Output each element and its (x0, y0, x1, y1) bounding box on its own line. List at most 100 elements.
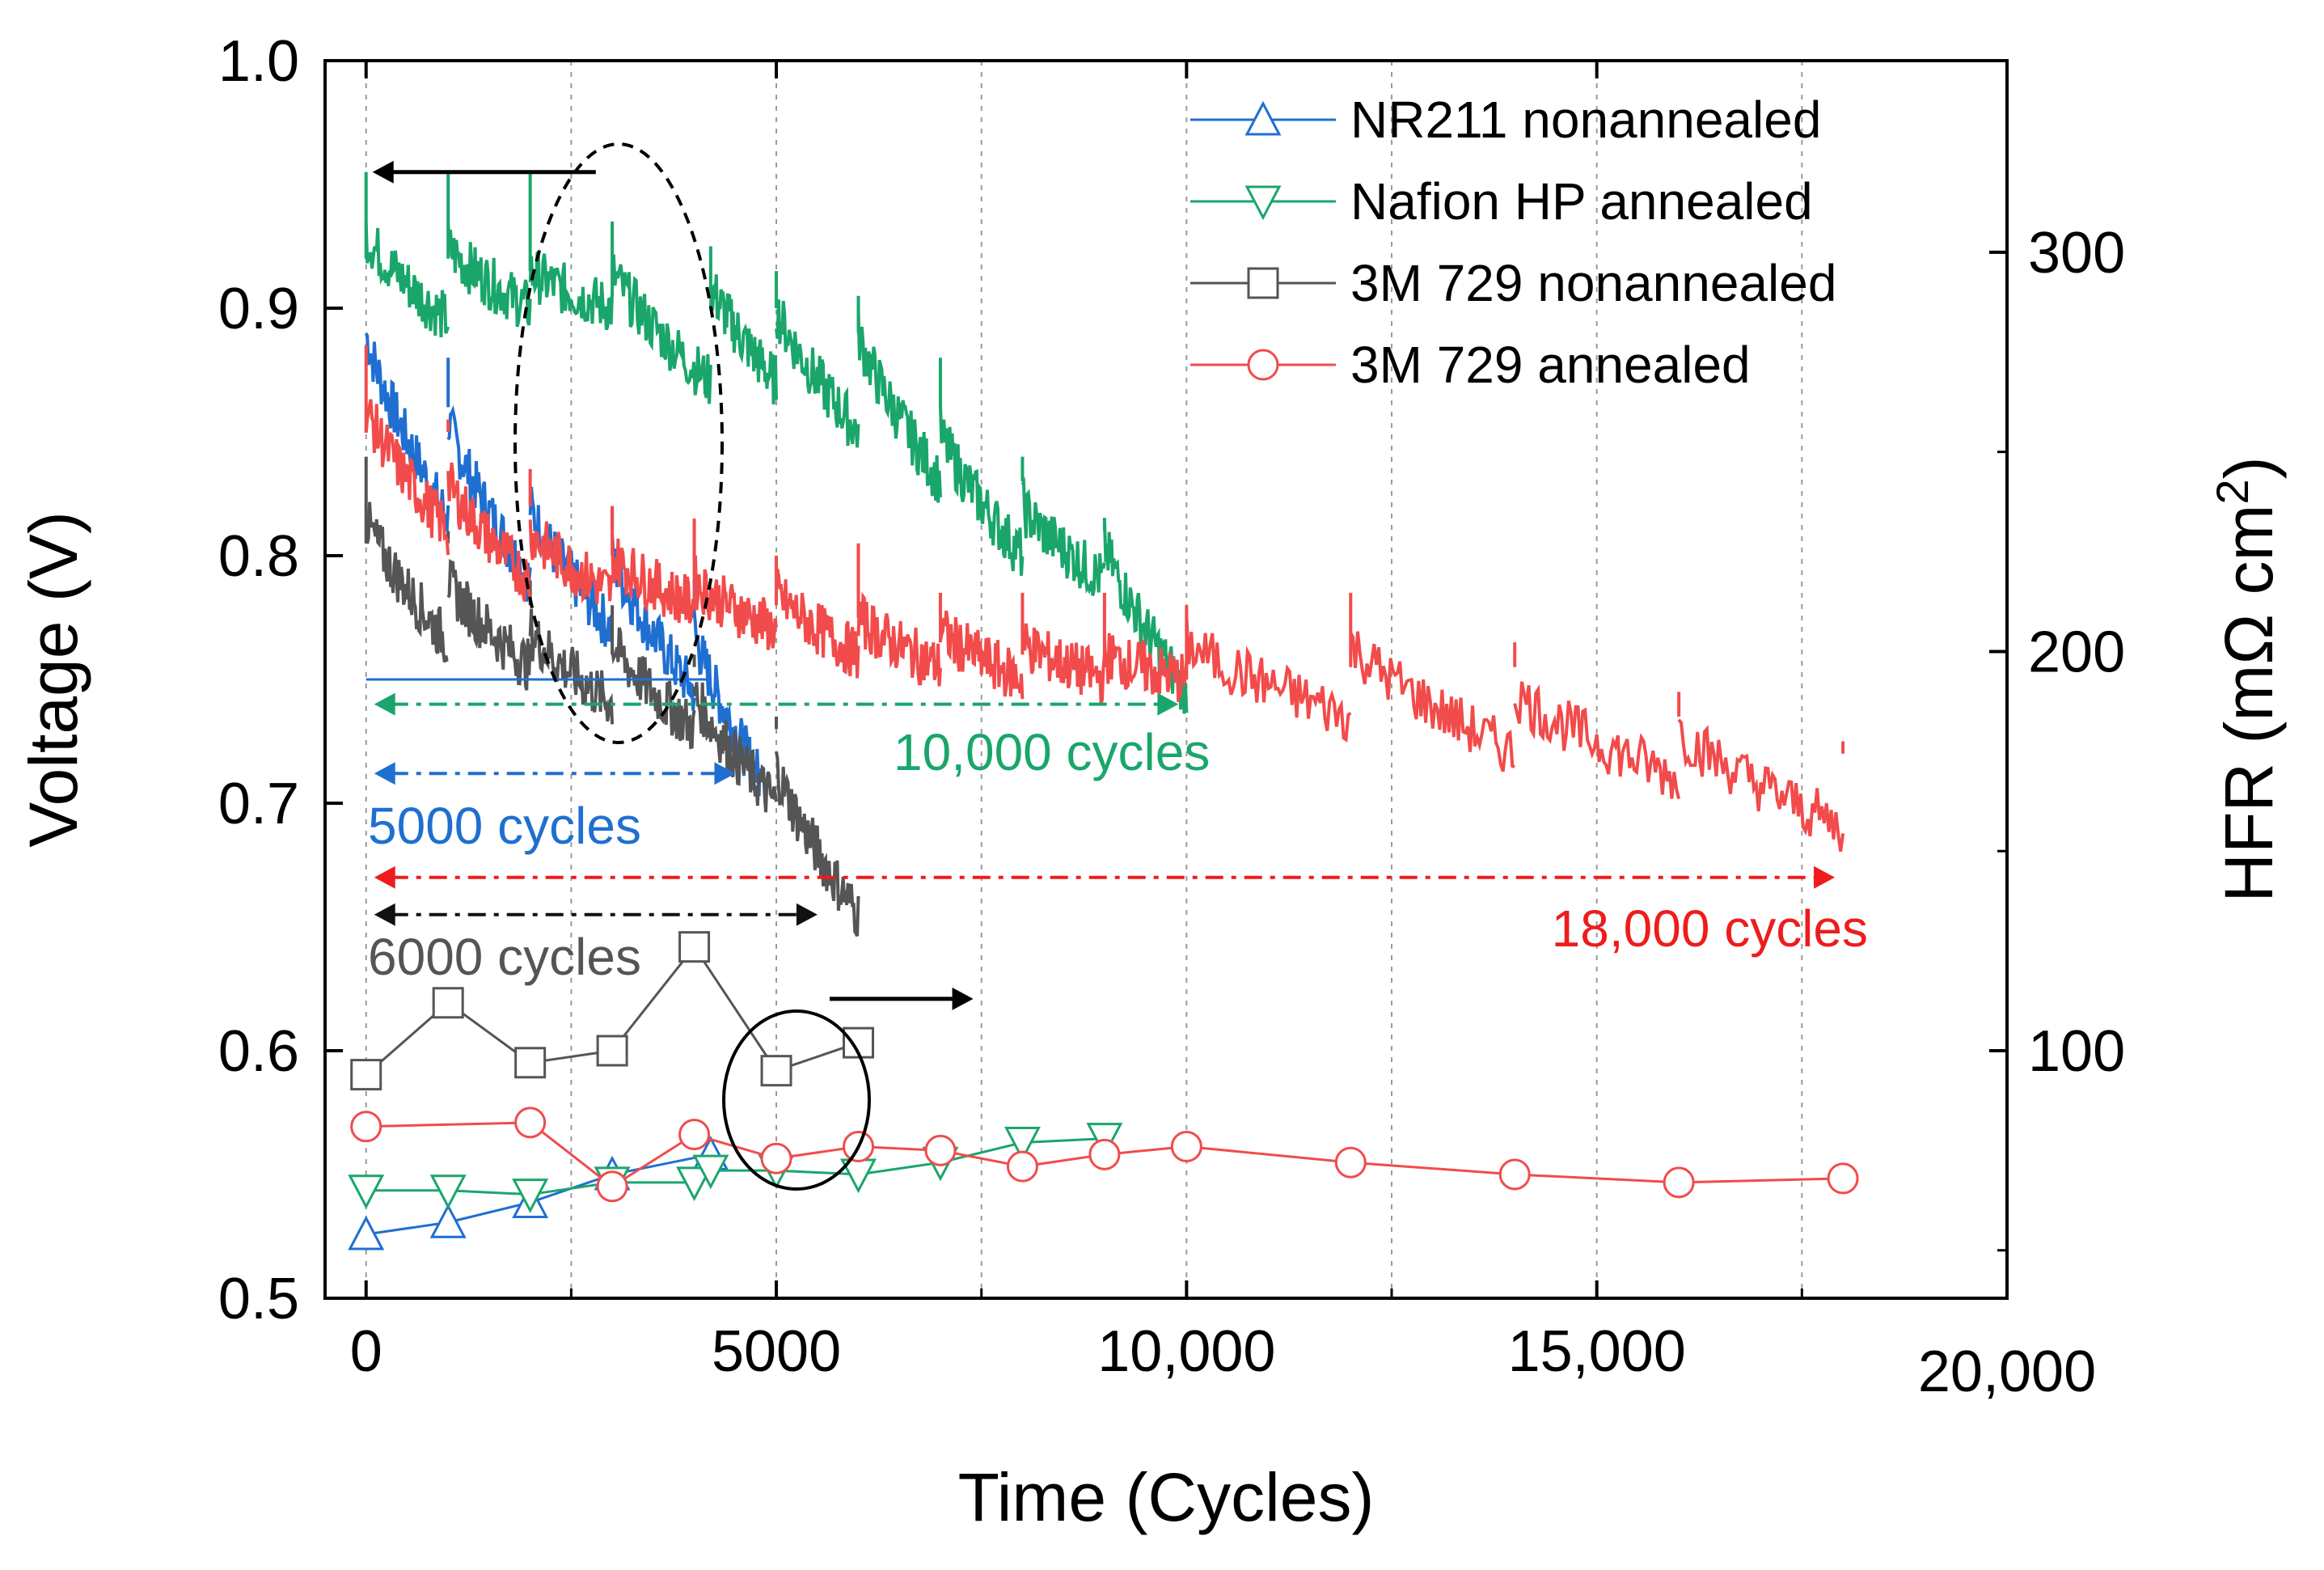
voltage-segment (775, 299, 860, 448)
voltage-segment (856, 308, 942, 503)
legend-item-nafion-hp-annealed: Nafion HP annealed (1190, 172, 1813, 231)
hfr-point (692, 1154, 729, 1190)
legend-item-3m-729-annealed: 3M 729 annealed (1190, 336, 1751, 394)
y-tick-label: 0.8 (218, 524, 299, 589)
voltage-segment (446, 224, 532, 328)
vertical-gridlines (365, 61, 1803, 1298)
hfr-series-3m-729-nonannealed (350, 931, 875, 1091)
y2-tick-label: 100 (2028, 1019, 2125, 1084)
arrow-head (372, 160, 394, 184)
arrow-head (952, 987, 974, 1010)
voltage-segment (446, 462, 532, 602)
hfr-point (678, 1119, 711, 1151)
hfr-point (924, 1134, 957, 1166)
hfr-point (512, 1179, 549, 1213)
hfr-point (1663, 1166, 1695, 1199)
x-axis-title: Time (Cycles) (958, 1459, 1375, 1535)
hfr-point (1498, 1158, 1531, 1191)
hfr-point (429, 1204, 467, 1238)
hfr-point (1088, 1138, 1121, 1170)
hfr-point (348, 1174, 385, 1209)
hfr-point (1334, 1146, 1367, 1179)
voltage-segment (939, 405, 1025, 576)
x-tick-label: 5000 (712, 1319, 841, 1384)
voltage-segment (692, 682, 778, 813)
hfr-line (366, 1121, 1844, 1188)
hfr-point (348, 1215, 385, 1250)
legend-item-nr211-nonannealed: NR211 nonannealed (1190, 91, 1821, 149)
x-tick-label: 20,000 (1918, 1339, 2096, 1404)
hfr-point (1004, 1127, 1041, 1162)
legend-label: 3M 729 nonannealed (1350, 254, 1836, 312)
hfr-point (1247, 349, 1279, 381)
voltage-segment (611, 627, 696, 750)
hfr-point (350, 1111, 382, 1143)
axes: 0 5000 10,000 15,000 20,000 0.5 0.6 0.7 0.8 0.9 1.… (218, 29, 2125, 1404)
hfr-point (678, 931, 711, 963)
voltage-segment (1102, 633, 1189, 702)
annotation-label-6000-cycles: 6000 cycles (368, 928, 641, 986)
hfr-series (348, 931, 1859, 1250)
voltage-trace-nafion-hp-annealed (364, 171, 1189, 714)
hfr-point (760, 1055, 792, 1087)
voltage-segment (1513, 681, 1681, 800)
y2-axis-title-end: ) (2211, 456, 2287, 479)
voltage-segment (692, 555, 778, 650)
hfr-point (596, 1170, 628, 1203)
voltage-segment (528, 249, 615, 331)
voltage-segment (856, 591, 942, 687)
voltage-segment (1349, 631, 1515, 772)
voltage-segment (364, 399, 450, 556)
annotation-label-5000-cycles: 5000 cycles (368, 797, 641, 855)
hfr-point (676, 1166, 713, 1202)
y-tick-label: 0.9 (218, 277, 299, 341)
voltage-segment (1677, 718, 1845, 852)
y2-axis-title-sup: 2 (2207, 479, 2258, 504)
hfr-point (514, 1047, 547, 1079)
annotations: 10,000 cycles 5000 cycles 6000 cycles 18,00… (368, 142, 1868, 1191)
hfr-point (1247, 267, 1279, 299)
legend-item-3m-729-nonannealed: 3M 729 nonannealed (1190, 254, 1836, 312)
annotation-18-000-cycles (374, 865, 1836, 889)
hfr-point (1244, 100, 1282, 136)
hfr-point (1827, 1162, 1859, 1195)
annotation-10-000-cycles (374, 692, 1179, 716)
hfr-point (1244, 185, 1282, 221)
x-tick-label: 10,000 (1097, 1319, 1275, 1384)
legend-label: Nafion HP annealed (1350, 172, 1813, 231)
legend-label: NR211 nonannealed (1350, 91, 1821, 149)
voltage-segment (775, 751, 860, 937)
voltage-segment (1185, 616, 1352, 743)
voltage-trace-3m-729-annealed (364, 345, 1845, 852)
arrow-head (374, 692, 395, 716)
hfr-group-ellipse (722, 1009, 871, 1191)
legend-label: 3M 729 annealed (1350, 336, 1751, 394)
hfr-point (429, 1174, 467, 1209)
y-axis-title: Voltage (V) (15, 511, 91, 848)
y2-axis-title-main: HFR (mΩ cm (2211, 505, 2287, 903)
hfr-series-3m-729-annealed (350, 1107, 1859, 1203)
plot-frame (323, 59, 2009, 1300)
voltage-group-ellipse (513, 142, 724, 744)
voltage-trace-3m-729-nonannealed (364, 456, 860, 937)
arrow-head (374, 903, 395, 926)
voltage-segment (611, 254, 712, 404)
voltage-segment (1021, 623, 1106, 705)
y-tick-label: 1.0 (218, 29, 299, 94)
voltage-segment (446, 558, 532, 691)
hfr-point (432, 987, 464, 1019)
hfr-point (1006, 1150, 1038, 1183)
hfr-series-nafion-hp-annealed (348, 1123, 1123, 1213)
annotation-label-10-000-cycles: 10,000 cycles (894, 723, 1210, 781)
x-tick-label: 0 (350, 1319, 382, 1384)
x-tick-label: 15,000 (1508, 1319, 1686, 1384)
voltage-segment (708, 274, 778, 405)
voltage-segment (364, 222, 450, 337)
voltage-segment (939, 610, 1025, 700)
annotation-6000-cycles (374, 903, 818, 926)
annotation-label-18-000-cycles: 18,000 cycles (1552, 899, 1868, 958)
voltage-segment (1020, 476, 1106, 596)
arrow-head (374, 762, 395, 785)
hfr-point (760, 1142, 792, 1174)
y-tick-label: 0.7 (218, 772, 299, 836)
